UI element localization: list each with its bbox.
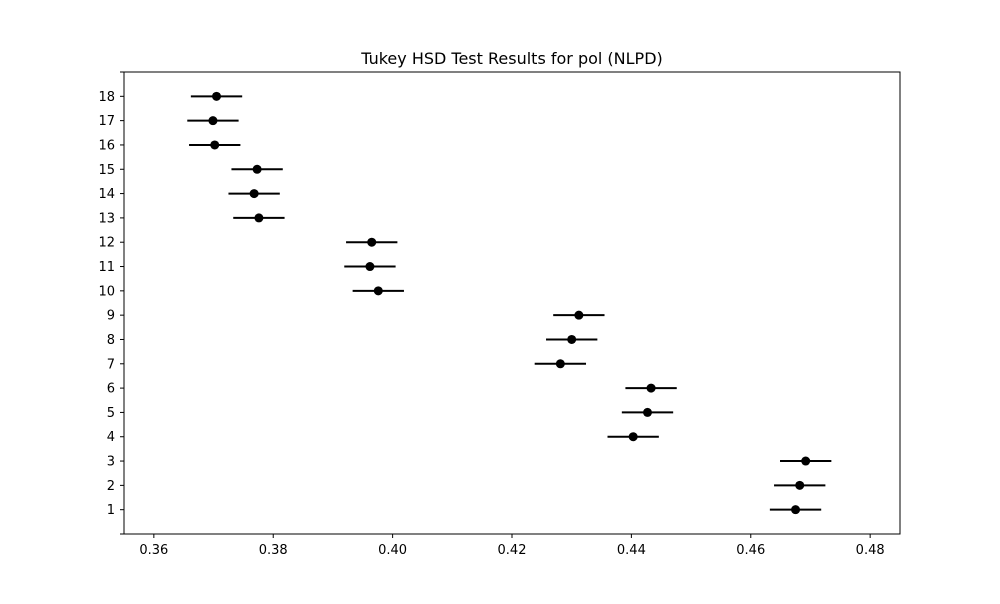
mean-point-6 <box>646 383 656 393</box>
mean-point-12 <box>367 237 377 247</box>
mean-point-18 <box>212 91 222 101</box>
y-tick-label: 12 <box>98 236 115 251</box>
y-tick-label: 18 <box>98 90 115 105</box>
mean-point-7 <box>555 359 565 369</box>
mean-point-13 <box>254 213 264 223</box>
y-tick-label: 10 <box>98 284 115 299</box>
chart-marks <box>187 91 832 515</box>
x-tick-label: 0.48 <box>856 543 885 558</box>
mean-point-10 <box>373 286 383 296</box>
y-tick-label: 5 <box>107 406 115 421</box>
y-tick-label: 7 <box>107 357 115 372</box>
y-tick-label: 6 <box>107 382 115 397</box>
y-tick-label: 17 <box>98 114 115 129</box>
y-tick-label: 3 <box>107 455 115 470</box>
y-tick-label: 4 <box>107 430 115 445</box>
y-tick-label: 9 <box>107 309 115 324</box>
mean-point-4 <box>628 432 638 442</box>
mean-point-15 <box>252 164 262 174</box>
x-tick-label: 0.40 <box>378 543 407 558</box>
mean-point-16 <box>210 140 220 150</box>
y-tick-label: 15 <box>98 163 115 178</box>
mean-point-2 <box>795 480 805 490</box>
y-tick-label: 13 <box>98 211 115 226</box>
y-tick-label: 11 <box>98 260 115 275</box>
x-tick-label: 0.44 <box>617 543 646 558</box>
mean-point-11 <box>365 262 375 272</box>
x-tick-label: 0.46 <box>736 543 765 558</box>
x-axis: 0.36 0.38 0.40 0.42 0.44 0.46 0.48 <box>139 534 885 558</box>
chart-title: Tukey HSD Test Results for pol (NLPD) <box>360 49 663 68</box>
mean-point-14 <box>249 189 259 199</box>
y-tick-label: 1 <box>107 503 115 518</box>
mean-point-3 <box>801 456 811 466</box>
mean-point-9 <box>574 310 584 320</box>
mean-point-8 <box>567 334 577 344</box>
x-tick-label: 0.38 <box>259 543 288 558</box>
y-tick-label: 2 <box>107 479 115 494</box>
y-tick-label: 14 <box>98 187 115 202</box>
mean-point-5 <box>643 407 653 417</box>
plot-frame <box>123 71 901 535</box>
y-tick-label: 16 <box>98 138 115 153</box>
mean-point-1 <box>791 505 801 515</box>
y-tick-label: 8 <box>107 333 115 348</box>
x-tick-label: 0.36 <box>139 543 168 558</box>
x-tick-label: 0.42 <box>498 543 527 558</box>
mean-point-17 <box>208 116 218 126</box>
